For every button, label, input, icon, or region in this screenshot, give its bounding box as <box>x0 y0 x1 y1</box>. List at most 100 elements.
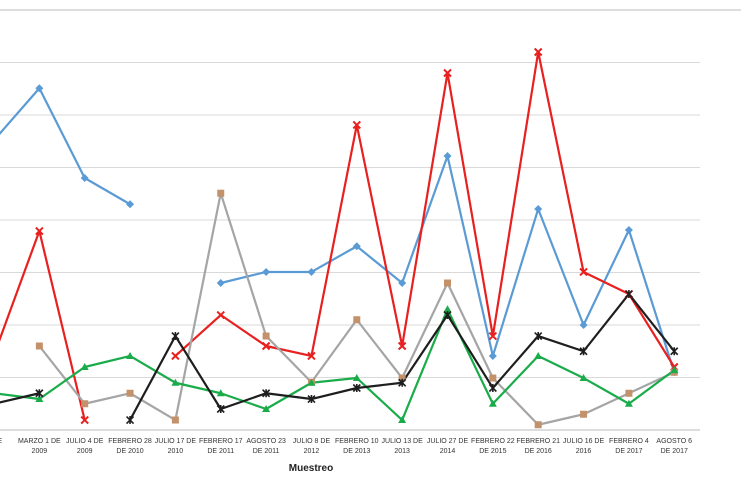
marker <box>125 415 135 425</box>
marker <box>579 374 588 382</box>
marker <box>444 279 451 287</box>
marker <box>352 120 362 130</box>
marker <box>80 174 89 182</box>
marker <box>217 189 225 197</box>
marker <box>534 331 543 341</box>
marker <box>262 405 271 412</box>
series-line <box>0 292 676 421</box>
x-tick-label: DE 2017 <box>615 448 642 455</box>
marker <box>488 383 497 393</box>
marker <box>533 47 543 57</box>
marker <box>534 351 543 359</box>
x-tick-label: 2014 <box>440 448 456 455</box>
marker <box>443 310 452 320</box>
x-tick-label: FEBRERO 22 <box>471 438 515 445</box>
x-tick-label: JULIO 4 DE <box>66 438 104 445</box>
marker <box>534 204 543 213</box>
x-tick-label: 2016 <box>576 448 592 455</box>
marker <box>307 394 316 404</box>
marker <box>81 400 89 408</box>
marker <box>489 374 497 382</box>
marker <box>126 351 135 359</box>
x-tick-label: DE 2013 <box>343 448 370 455</box>
marker <box>352 242 361 251</box>
marker <box>35 395 44 403</box>
marker <box>670 347 679 356</box>
marker <box>624 225 633 234</box>
marker <box>352 374 361 382</box>
marker <box>488 331 498 341</box>
marker <box>35 226 44 236</box>
marker <box>80 363 89 370</box>
x-tick-label: FEBRERO 17 <box>199 438 243 445</box>
marker <box>353 316 361 324</box>
x-tick-label: JULIO 27 DE <box>427 438 469 445</box>
x-tick-label: MARZO 1 DE <box>18 438 61 445</box>
marker <box>126 200 135 209</box>
marker <box>262 389 271 398</box>
marker <box>624 399 633 407</box>
marker <box>398 279 407 287</box>
marker <box>80 415 89 425</box>
marker <box>126 389 134 397</box>
marker <box>488 399 497 407</box>
marker <box>443 68 452 78</box>
x-tick-label: DE 2017 <box>661 448 688 455</box>
x-tick-label: DE 2011 <box>207 448 234 455</box>
x-tick-label: DE 2016 <box>525 448 552 455</box>
marker <box>261 341 271 351</box>
marker <box>579 347 588 356</box>
marker <box>216 404 225 414</box>
x-tick-label: DE 2015 <box>479 448 506 455</box>
x-tick-label: 2010 <box>168 448 184 455</box>
series-line <box>0 308 675 422</box>
x-tick-label: JULIO 8 DE <box>293 438 331 445</box>
marker <box>216 389 225 397</box>
marker <box>171 351 180 361</box>
marker <box>534 421 542 429</box>
marker <box>35 342 43 350</box>
marker <box>398 416 407 424</box>
marker <box>216 279 225 287</box>
marker <box>307 378 316 386</box>
x-tick-label: 2009 <box>32 448 48 455</box>
marker <box>171 416 179 424</box>
x-tick-label: DE 2011 <box>253 448 280 455</box>
marker <box>625 389 633 397</box>
marker <box>171 378 180 386</box>
x-tick-label: AGOSTO 23 <box>246 438 286 445</box>
marker <box>35 389 44 398</box>
marker <box>171 331 180 341</box>
x-tick-label: DE 2010 <box>116 448 143 455</box>
x-tick-label: 2009 <box>77 448 93 455</box>
x-tick-label: JULIO 17 DE <box>155 438 197 445</box>
x-tick-label: FEBRERO 10 <box>335 438 379 445</box>
marker <box>579 321 588 329</box>
marker <box>35 84 44 93</box>
marker <box>352 383 361 393</box>
marker <box>443 305 452 313</box>
marker <box>307 267 316 276</box>
marker <box>624 289 633 299</box>
marker <box>443 151 452 160</box>
x-tick-label: JULIO 13 DE <box>382 438 424 445</box>
marker <box>398 378 407 387</box>
x-tick-label: FEBRERO 28 <box>108 438 152 445</box>
marker <box>216 310 225 320</box>
marker <box>398 374 406 382</box>
x-tick-label: 2013 <box>394 448 410 455</box>
x-tick-label: S DE <box>0 438 2 445</box>
x-tick-label: JULIO 16 DE <box>563 438 605 445</box>
marker <box>307 351 316 361</box>
marker <box>488 351 497 360</box>
marker <box>397 341 407 351</box>
marker <box>579 267 588 277</box>
marker <box>580 410 588 418</box>
x-tick-label: FEBRERO 4 <box>609 438 649 445</box>
x-tick-label: AGOSTO 6 <box>656 438 692 445</box>
marker <box>262 332 270 340</box>
x-tick-label: FEBRERO 21 <box>516 438 560 445</box>
series-line <box>0 50 676 421</box>
